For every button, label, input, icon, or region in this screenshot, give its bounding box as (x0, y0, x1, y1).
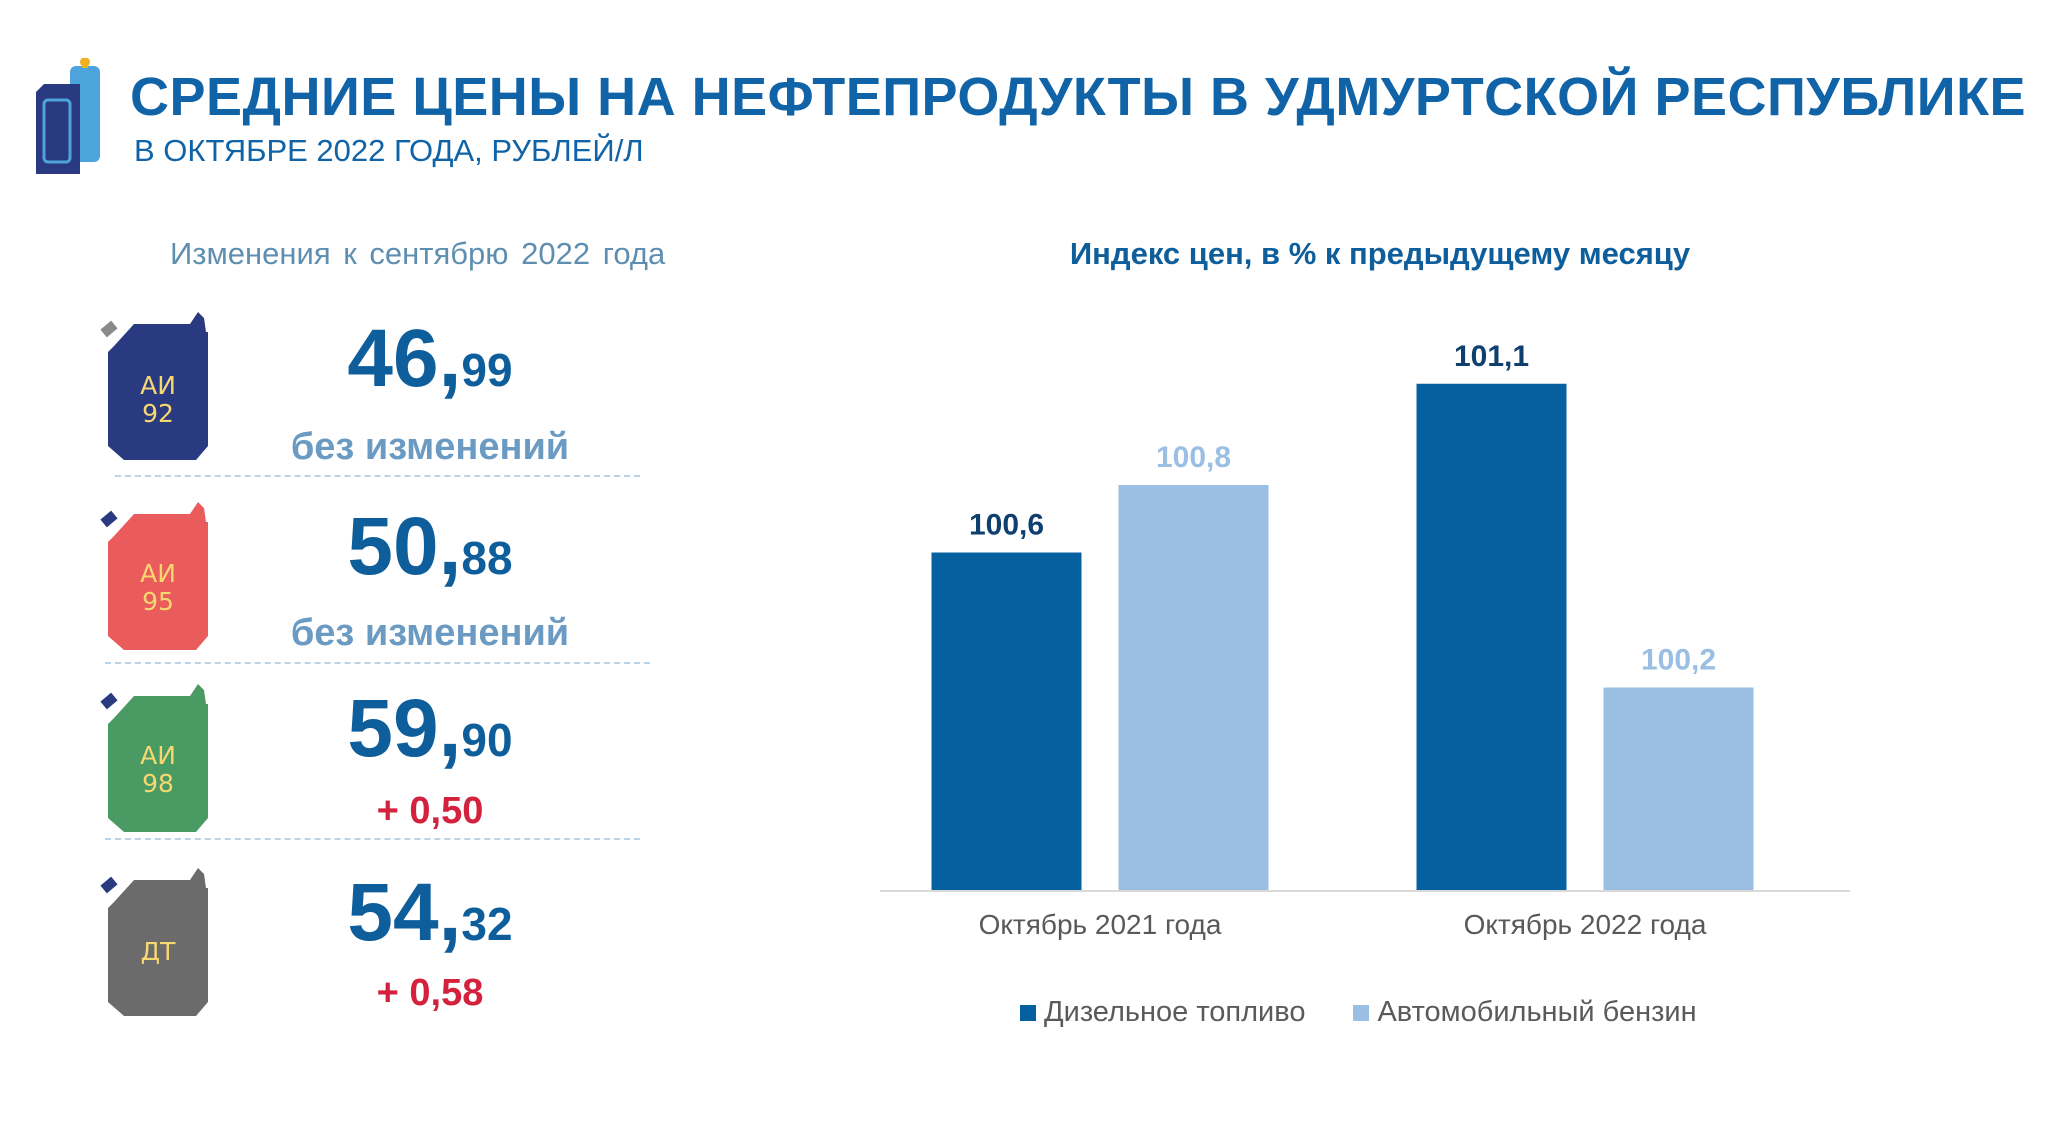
fuel-item-ai98: АИ 98 59,90 + 0,50 (0, 682, 660, 862)
divider (105, 838, 640, 840)
price-value-ai98: 59,90 (347, 683, 513, 774)
svg-text:АИ: АИ (140, 741, 176, 770)
chart-title: Индекс цен, в % к предыдущему месяцу (1069, 236, 1691, 271)
svg-text:98: 98 (142, 769, 174, 798)
fuel-canister-logo-icon (36, 58, 100, 174)
fuel-can-ai92-icon: АИ 92 (100, 312, 208, 460)
price-change-ai95: без изменений (290, 612, 570, 654)
fuel-item-ai92: АИ 92 46,99 без изменений (0, 310, 660, 490)
divider (105, 662, 650, 664)
fuel-can-ai98-icon: АИ 98 (100, 684, 208, 832)
x-tick-label-1: Октябрь 2022 года (1464, 909, 1707, 940)
svg-text:95: 95 (142, 587, 174, 616)
legend-swatch-diesel (1020, 1004, 1036, 1021)
fuel-item-dt: ДТ 54,32 + 0,58 (0, 866, 660, 1046)
data-label-gasoline-0: 100,8 (1156, 441, 1231, 474)
price-change-ai98: + 0,50 (376, 790, 484, 832)
legend-label-gasoline: Автомобильный бензин (1377, 996, 1697, 1028)
price-change-heading: Изменения к сентябрю 2022 года (170, 236, 666, 271)
fuel-item-ai95: АИ 95 50,88 без изменений (0, 500, 660, 680)
page-subtitle: В ОКТЯБРЕ 2022 ГОДА, РУБЛЕЙ/Л (134, 133, 644, 168)
bar-gasoline-1 (1603, 687, 1754, 890)
legend-swatch-gasoline (1353, 1004, 1370, 1021)
legend-label-diesel: Дизельное топливо (1044, 996, 1306, 1028)
svg-text:ДТ: ДТ (141, 937, 177, 966)
data-label-diesel-1: 101,1 (1454, 340, 1529, 373)
data-label-diesel-0: 100,6 (969, 509, 1044, 542)
price-change-dt: + 0,58 (376, 972, 484, 1014)
svg-text:АИ: АИ (140, 371, 176, 400)
fuel-can-ai95-icon: АИ 95 (100, 502, 208, 650)
price-value-ai95: 50,88 (347, 501, 513, 592)
svg-text:АИ: АИ (140, 559, 176, 588)
fuel-can-dt-icon: ДТ (100, 868, 208, 1016)
data-label-gasoline-1: 100,2 (1641, 644, 1716, 677)
price-index-bar-chart: 100,6 101,1 100,8 100,2 Октябрь 2021 года Окт… (880, 340, 1850, 940)
price-value-dt: 54,32 (347, 867, 513, 958)
svg-text:92: 92 (142, 399, 174, 428)
divider (115, 475, 640, 477)
page-title: СРЕДНИЕ ЦЕНЫ НА НЕФТЕПРОДУКТЫ В УДМУРТСК… (130, 67, 2027, 127)
price-change-ai92: без изменений (290, 426, 570, 468)
price-value-ai92: 46,99 (347, 313, 513, 404)
bar-diesel-1 (1416, 383, 1567, 890)
chart-legend: Дизельное топливо Автомобильный бензин (1020, 996, 1697, 1029)
legend-item-gasoline: Автомобильный бензин (1353, 996, 1697, 1029)
bar-gasoline-0 (1118, 485, 1269, 890)
legend-item-diesel: Дизельное топливо (1020, 996, 1305, 1029)
bar-diesel-0 (931, 552, 1082, 890)
x-tick-label-0: Октябрь 2021 года (979, 909, 1222, 940)
